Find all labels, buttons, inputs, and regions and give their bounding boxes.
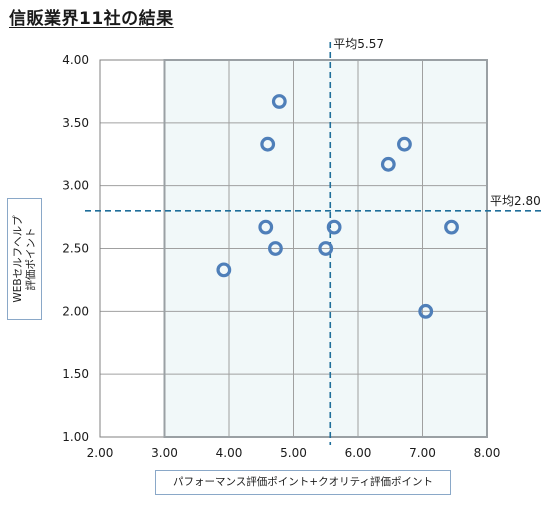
y-tick-label: 1.50: [62, 367, 89, 381]
data-point: [418, 303, 434, 319]
x-tick-label: 5.00: [280, 446, 307, 460]
data-point: [268, 241, 283, 256]
x-tick-label: 4.00: [216, 446, 243, 460]
data-point: [258, 219, 274, 235]
y-axis-label-line2: 評価ポイント: [24, 227, 37, 291]
data-point: [326, 219, 342, 235]
data-point: [318, 241, 334, 256]
y-tick-label: 1.00: [62, 430, 89, 444]
data-point: [380, 156, 396, 172]
shade-border: [163, 59, 488, 438]
data-point: [397, 136, 412, 152]
x-axis-label-box: パフォーマンス評価ポイント+クオリティ評価ポイント: [155, 470, 451, 495]
x-tick-label: 8.00: [474, 446, 501, 460]
data-point: [271, 94, 287, 109]
tick-labels: 2.00 3.00 4.00 5.00 6.00 7.00 8.00 1.00 1.50 2.00…: [62, 53, 500, 460]
data-point: [444, 219, 459, 235]
y-axis-label: WEBセルフヘルプ 評価ポイント: [12, 215, 38, 302]
y-tick-label: 3.50: [62, 116, 89, 130]
y-tick-label: 2.50: [62, 242, 89, 256]
avg-y-label: 平均2.80: [490, 194, 541, 208]
chart-title: 信販業界11社の結果: [9, 9, 174, 29]
y-axis-label-box: WEBセルフヘルプ 評価ポイント: [7, 198, 42, 320]
data-points: [216, 94, 459, 319]
avg-x-label: 平均5.57: [333, 37, 384, 51]
x-tick-label: 7.00: [409, 446, 436, 460]
x-tick-label: 3.00: [151, 446, 178, 460]
y-tick-label: 2.00: [62, 304, 89, 318]
y-tick-label: 4.00: [62, 53, 89, 67]
y-tick-label: 3.00: [62, 179, 89, 193]
x-tick-label: 6.00: [345, 446, 372, 460]
y-axis-label-line1: WEBセルフヘルプ: [11, 215, 24, 303]
data-point: [216, 262, 232, 278]
data-point: [260, 136, 276, 152]
x-axis-label: パフォーマンス評価ポイント+クオリティ評価ポイント: [173, 476, 433, 488]
x-tick-label: 2.00: [87, 446, 114, 460]
